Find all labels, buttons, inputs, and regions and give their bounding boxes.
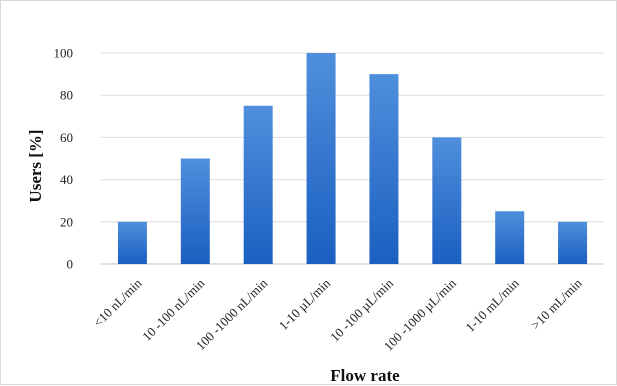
x-tick-label: <10 nL/min [90, 275, 145, 330]
y-tick-labels: 0 20 40 60 80 100 [54, 46, 74, 272]
x-tick-label: 1-10 mL/min [462, 275, 522, 335]
bar [495, 211, 524, 264]
x-axis-title: Flow rate [330, 366, 400, 385]
y-axis-title: Users [%] [26, 129, 45, 202]
y-tick-label: 0 [67, 257, 74, 272]
bar [118, 222, 147, 264]
x-tick-label: >10 mL/min [528, 275, 585, 332]
bar [307, 53, 336, 264]
x-tick-label: 10 -100 nL/min [139, 275, 208, 344]
gridlines [101, 53, 604, 264]
y-tick-label: 80 [60, 88, 73, 103]
bar [558, 222, 587, 264]
y-tick-label: 20 [60, 214, 73, 229]
y-tick-label: 40 [60, 172, 73, 187]
bar [181, 159, 210, 265]
y-tick-label: 60 [60, 130, 73, 145]
bar [244, 106, 273, 264]
x-tick-label: 10 -100 µL/min [327, 275, 396, 344]
x-tick-label: 1-10 µL/min [276, 275, 334, 333]
y-tick-label: 100 [54, 46, 74, 61]
bars [118, 53, 587, 264]
bar [369, 74, 398, 264]
bar [432, 137, 461, 264]
